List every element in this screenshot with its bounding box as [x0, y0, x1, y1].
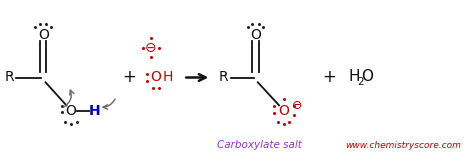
Text: ⊖: ⊖ [292, 99, 303, 112]
FancyArrowPatch shape [63, 90, 74, 107]
Text: Carboxylate salt: Carboxylate salt [217, 140, 302, 150]
Text: H: H [88, 104, 100, 118]
Text: R: R [219, 71, 228, 84]
Text: O: O [250, 28, 261, 42]
Text: www.chemistryscore.com: www.chemistryscore.com [345, 141, 461, 150]
Text: O: O [38, 28, 49, 42]
Text: O: O [361, 69, 374, 84]
Text: H: H [163, 71, 173, 84]
Text: +: + [122, 69, 136, 86]
Text: 2: 2 [357, 77, 364, 87]
Text: O: O [65, 104, 76, 118]
Text: H: H [348, 69, 360, 84]
Text: O: O [150, 71, 161, 84]
Text: O: O [278, 104, 289, 118]
Text: R: R [4, 71, 14, 84]
Text: +: + [322, 69, 336, 86]
FancyArrowPatch shape [103, 99, 115, 109]
Text: ⊖: ⊖ [145, 41, 157, 55]
